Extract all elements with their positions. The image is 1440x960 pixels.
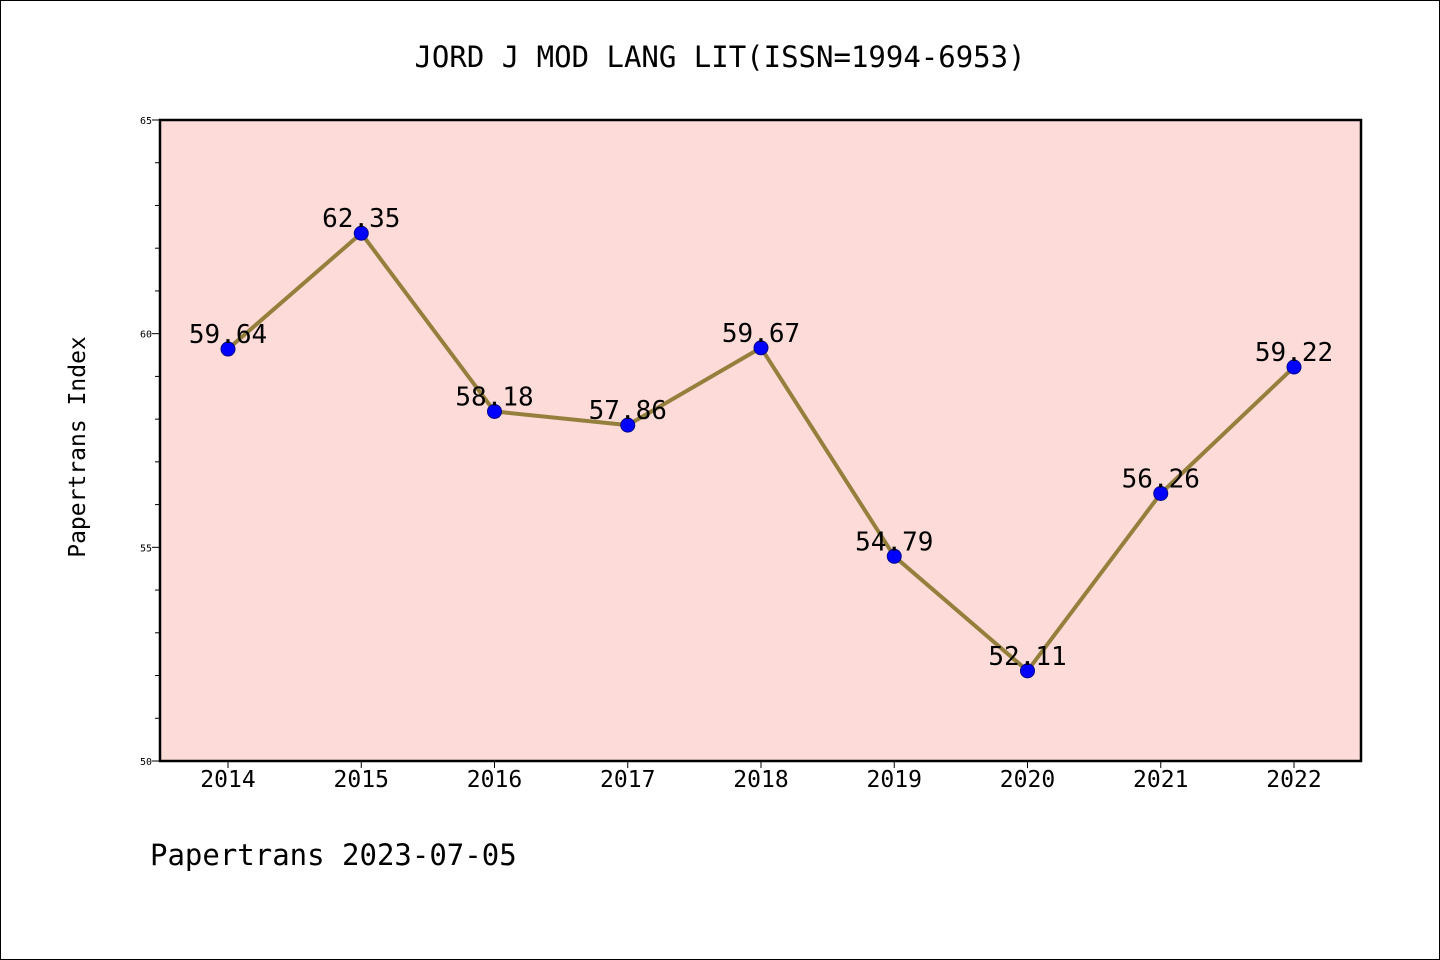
data-point <box>487 403 502 419</box>
data-point <box>753 340 769 356</box>
y-axis: 50 55 60 65 <box>140 116 160 768</box>
data-label: 52.11 <box>988 642 1066 672</box>
data-label: 58.18 <box>455 382 533 412</box>
x-tick-label: 2021 <box>1133 767 1188 793</box>
y-tick-label: 55 <box>140 543 152 554</box>
data-point <box>1020 663 1035 679</box>
data-label: 59.22 <box>1255 338 1333 368</box>
x-tick-label: 2014 <box>200 767 255 793</box>
y-axis-label: Papertrans Index <box>65 336 91 558</box>
data-point <box>1286 359 1302 375</box>
data-point <box>353 225 369 241</box>
x-tick-label: 2020 <box>1000 767 1055 793</box>
x-tick-label: 2019 <box>867 767 922 793</box>
y-tick-label: 50 <box>140 757 152 768</box>
y-tick-label: 65 <box>140 116 152 127</box>
footer-text: Papertrans 2023-07-05 <box>150 838 517 872</box>
plot-border <box>158 118 1363 763</box>
x-tick-label: 2018 <box>733 767 788 793</box>
data-label: 62.35 <box>322 204 400 234</box>
chart-title: JORD J MOD LANG LIT(ISSN=1994-6953) <box>414 40 1025 74</box>
data-point <box>220 341 236 357</box>
data-point <box>620 417 636 433</box>
x-tick-label: 2016 <box>467 767 522 793</box>
x-axis: 2014 2015 2016 2017 2018 2019 2020 2021 2022 <box>200 761 1322 793</box>
data-label: 59.64 <box>189 320 267 350</box>
x-tick-label: 2015 <box>334 767 389 793</box>
x-tick-label: 2017 <box>600 767 655 793</box>
y-tick-label: 60 <box>140 330 152 341</box>
data-label: 54.79 <box>855 527 933 557</box>
series-group: 59.64 62.35 58.18 57.86 59.67 54.79 52.11 56.26… <box>189 204 1333 679</box>
data-label: 57.86 <box>589 396 667 426</box>
data-point <box>1153 485 1169 501</box>
data-label: 56.26 <box>1122 464 1200 494</box>
data-point <box>886 548 902 564</box>
data-label: 59.67 <box>722 319 800 349</box>
x-tick-label: 2022 <box>1266 767 1321 793</box>
